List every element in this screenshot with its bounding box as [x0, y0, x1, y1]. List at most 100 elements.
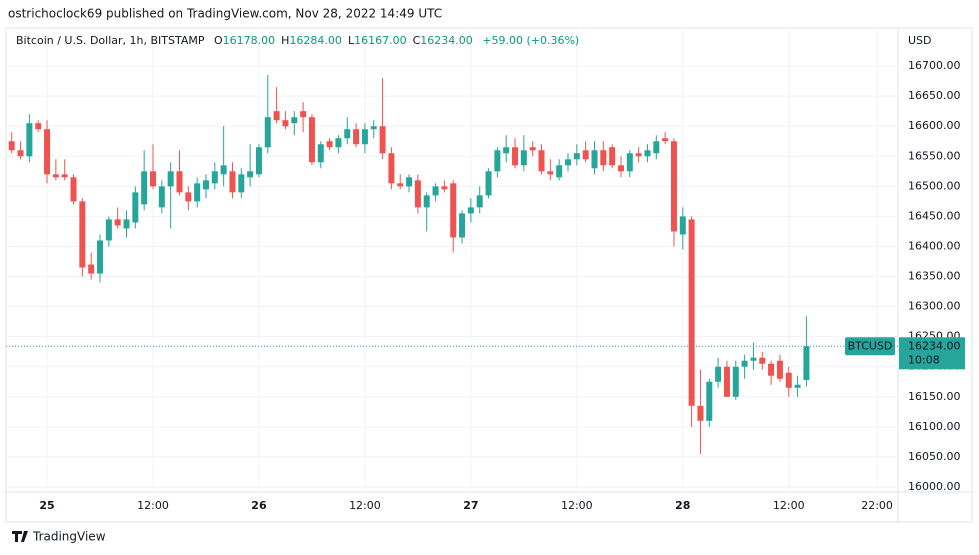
candle-body	[220, 165, 227, 175]
candle-body	[626, 153, 633, 172]
y-tick-label: 16600.00	[908, 119, 961, 132]
candle-body	[26, 123, 33, 157]
candle-body	[264, 117, 271, 148]
candle-body	[326, 141, 333, 148]
y-tick-label: 16300.00	[908, 300, 961, 313]
x-tick-label: 12:00	[349, 499, 381, 512]
candle-body	[485, 171, 492, 196]
candle-body	[308, 117, 315, 163]
candle-body	[697, 405, 704, 421]
y-tick-label: 16550.00	[908, 149, 961, 162]
candle-body	[97, 240, 104, 274]
candle-body	[679, 216, 686, 235]
candle-body	[715, 366, 722, 382]
candle-body	[141, 171, 148, 205]
candle-body	[547, 171, 554, 175]
candle-body	[573, 153, 580, 160]
x-tick-label: 26	[251, 499, 267, 512]
y-unit: USD	[908, 34, 932, 47]
candle-body	[123, 219, 130, 229]
candle-body	[185, 192, 192, 202]
candle-body	[194, 183, 201, 202]
candle-body	[353, 129, 360, 145]
ohlc-value: 16167.00	[354, 34, 407, 47]
footer-brand: TradingView	[32, 530, 106, 544]
candle-body	[494, 150, 501, 172]
candle-body	[617, 165, 624, 172]
y-tick-label: 16400.00	[908, 239, 961, 252]
x-tick-label: 12:00	[773, 499, 805, 512]
candle-body	[370, 126, 377, 130]
ohlc-legend: O16178.00 H16284.00 L16167.00 C16234.00	[214, 34, 473, 47]
y-tick-label: 16000.00	[908, 480, 961, 493]
price-tag-value: 16234.00	[908, 339, 961, 352]
candle-body	[565, 159, 572, 166]
candle-body	[759, 357, 766, 364]
candle-body	[70, 177, 77, 202]
candle-body	[229, 171, 236, 193]
ohlc-value: 16284.00	[289, 34, 342, 47]
ohlc-value: 16178.00	[223, 34, 276, 47]
candle-body	[35, 123, 42, 130]
ohlc-key: C	[413, 34, 421, 47]
candle-body	[8, 141, 15, 151]
candle-body	[609, 147, 616, 166]
candle-body	[644, 150, 651, 157]
candle-body	[361, 129, 368, 145]
publisher: ostrichoclock69 published on TradingView…	[8, 7, 442, 21]
axis-labels: 16000.0016050.0016100.0016150.0016200.00…	[39, 59, 965, 512]
x-tick-label: 12:00	[561, 499, 593, 512]
candle-body	[132, 192, 139, 223]
y-tick-label: 16350.00	[908, 270, 961, 283]
candle-body	[776, 360, 783, 379]
candle-body	[317, 144, 324, 163]
symbol: Bitcoin / U.S. Dollar, 1h, BITSTAMP	[16, 34, 205, 47]
candle-body	[441, 186, 448, 190]
x-tick-label: 25	[39, 499, 54, 512]
candle-body	[52, 174, 59, 178]
candle-body	[291, 117, 298, 124]
symbol-tag-text: BTCUSD	[848, 339, 893, 352]
candle-body	[467, 207, 474, 214]
candle-body	[238, 174, 245, 193]
candle-body	[406, 177, 413, 187]
x-tick-label: 12:00	[137, 499, 169, 512]
candle-body	[423, 195, 430, 208]
candle-body	[414, 180, 421, 208]
y-tick-label: 16450.00	[908, 209, 961, 222]
price-tag	[899, 337, 965, 370]
candle-body	[706, 381, 713, 421]
candle-body	[450, 183, 457, 238]
candle-body	[105, 219, 112, 241]
candle-body	[114, 219, 121, 226]
candle-body	[17, 150, 24, 157]
candle-body	[432, 186, 439, 196]
candle-body	[512, 147, 519, 166]
x-tick-label: 28	[675, 499, 690, 512]
candle-body	[335, 138, 342, 148]
tv-logo	[12, 531, 28, 542]
ohlc-key: L	[348, 34, 355, 47]
candle-body	[768, 363, 775, 376]
x-tick-label: 27	[463, 499, 478, 512]
candle-body	[379, 126, 386, 154]
candle-body	[750, 357, 757, 361]
candle-body	[653, 141, 660, 154]
candle-body	[397, 183, 404, 187]
candle-body	[785, 372, 792, 388]
candle-body	[176, 171, 183, 193]
candle-body	[247, 171, 254, 178]
candle-body	[149, 171, 156, 187]
candle-body	[591, 150, 598, 169]
candle-body	[300, 111, 307, 118]
candle-body	[803, 346, 810, 380]
candle-body	[529, 147, 536, 151]
chart-frame	[5, 27, 973, 523]
candle-body	[61, 174, 68, 178]
candle-body	[211, 171, 218, 184]
candle-body	[520, 150, 527, 166]
symbol-tag	[845, 337, 895, 356]
